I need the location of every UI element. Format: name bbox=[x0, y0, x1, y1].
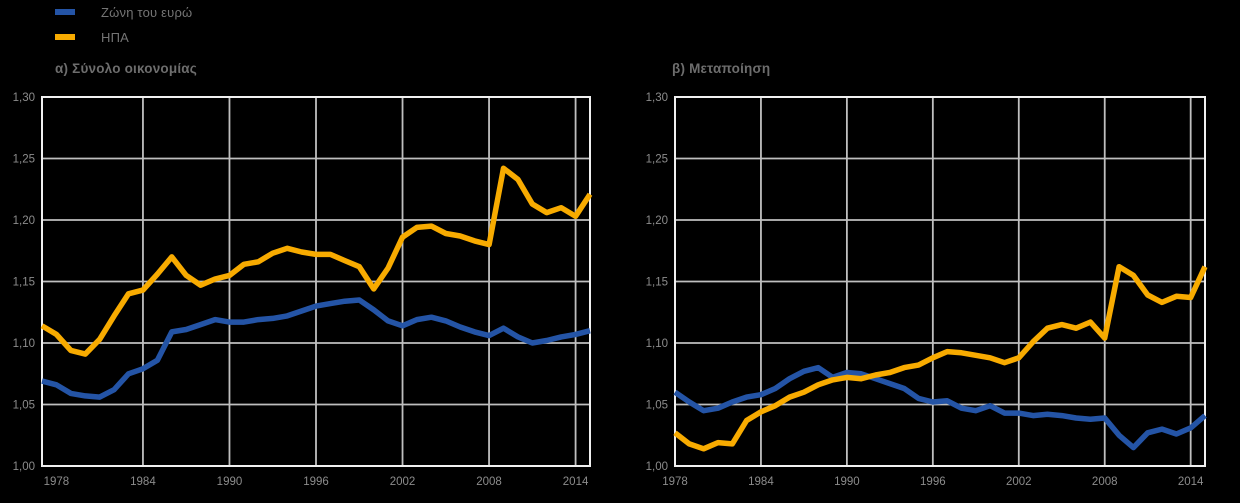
y-axis-tick-label: 1,00 bbox=[13, 461, 35, 473]
y-axis-tick-label: 1,05 bbox=[646, 400, 668, 412]
x-axis-tick-label: 2002 bbox=[1006, 476, 1032, 488]
x-axis-tick-label: 2008 bbox=[1092, 476, 1118, 488]
legend-key-euro-area-icon bbox=[55, 9, 75, 15]
y-axis-tick-label: 1,00 bbox=[646, 461, 668, 473]
left-chart-total-economy: 1,30 1,25 1,20 1,15 1,10 1,05 1,00 1978 1984 1990… bbox=[13, 92, 593, 488]
right-chart-manufacturing: 1,30 1,25 1,20 1,15 1,10 1,05 1,00 1978 1984 1990… bbox=[646, 92, 1208, 488]
series-line-euro-area bbox=[41, 297, 591, 400]
x-axis-tick-label: 1990 bbox=[217, 476, 243, 488]
legend-label-usa: ΗΠΑ bbox=[101, 29, 130, 45]
series-line-usa bbox=[40, 165, 593, 357]
y-axis-tick-label: 1,30 bbox=[13, 92, 35, 104]
y-axis-tick-label: 1,25 bbox=[646, 154, 668, 166]
x-axis-tick-label: 1978 bbox=[44, 476, 70, 488]
y-axis-tick-label: 1,30 bbox=[646, 92, 668, 104]
y-axis-tick-label: 1,20 bbox=[646, 215, 668, 227]
x-axis-tick-label: 1984 bbox=[748, 476, 774, 488]
right-chart-title: β) Μεταποίηση bbox=[672, 61, 771, 76]
legend-item-usa: ΗΠΑ bbox=[55, 29, 129, 45]
y-axis-tick-label: 1,05 bbox=[13, 400, 35, 412]
left-chart-title: α) Σύνολο οικονομίας bbox=[55, 61, 198, 76]
y-axis-tick-label: 1,25 bbox=[13, 154, 35, 166]
x-axis-tick-label: 1978 bbox=[662, 476, 688, 488]
legend-label-euro-area: Ζώνη του ευρώ bbox=[101, 4, 193, 20]
x-axis-tick-label: 2014 bbox=[1178, 476, 1204, 488]
x-axis-tick-label: 2002 bbox=[390, 476, 416, 488]
y-axis-tick-label: 1,20 bbox=[13, 215, 35, 227]
x-axis-tick-label: 2008 bbox=[476, 476, 502, 488]
y-axis-tick-label: 1,10 bbox=[13, 338, 35, 350]
plot-border bbox=[41, 96, 591, 467]
x-axis-tick-label: 1984 bbox=[130, 476, 156, 488]
x-axis-tick-label: 1996 bbox=[920, 476, 946, 488]
x-axis-tick-label: 2014 bbox=[563, 476, 589, 488]
plot-border bbox=[674, 96, 1206, 467]
x-axis-tick-label: 1996 bbox=[303, 476, 329, 488]
legend-key-usa-icon bbox=[55, 34, 75, 40]
legend-item-euro-area: Ζώνη του ευρώ bbox=[55, 4, 192, 20]
y-axis-tick-label: 1,10 bbox=[646, 338, 668, 350]
x-axis-tick-label: 1990 bbox=[834, 476, 860, 488]
series-line-euro-area bbox=[673, 364, 1207, 451]
y-axis-tick-label: 1,15 bbox=[646, 277, 668, 289]
y-axis-tick-label: 1,15 bbox=[13, 277, 35, 289]
series-line-usa bbox=[673, 263, 1208, 452]
